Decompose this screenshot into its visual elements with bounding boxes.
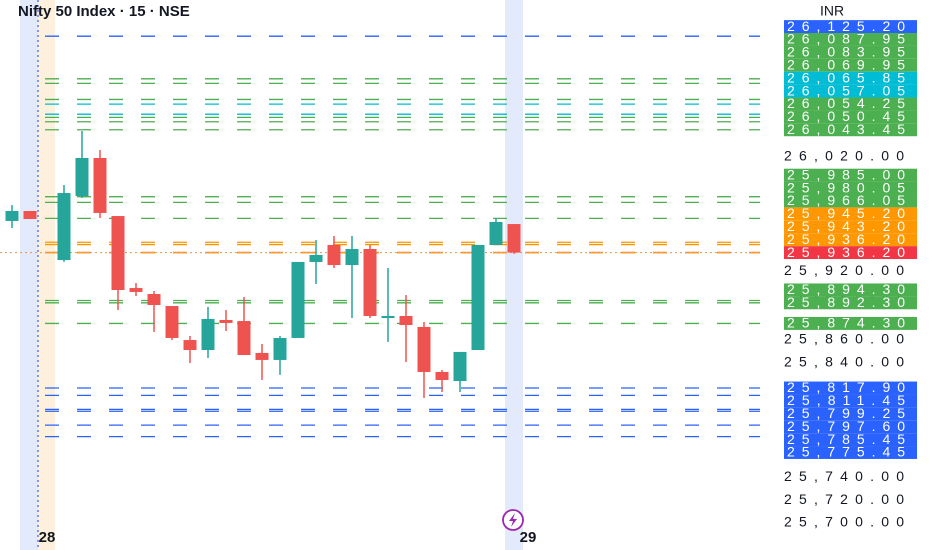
candle-body xyxy=(201,318,215,350)
level-labels: 26,125.2026,087.9526,083.9526,069.9526,0… xyxy=(784,18,917,460)
candle-body xyxy=(255,352,269,360)
level-label-bg xyxy=(784,45,917,59)
candle-body xyxy=(363,249,377,316)
session-band xyxy=(38,0,55,550)
session-band xyxy=(505,0,523,550)
candle-body xyxy=(489,221,503,246)
level-label-bg xyxy=(784,71,917,85)
level-label-bg xyxy=(784,233,917,247)
chart-title: Nifty 50 Index · 15 · NSE xyxy=(18,3,190,20)
level-label: 25,874.30 xyxy=(787,315,905,331)
level-label-bg xyxy=(784,84,917,98)
candle-body xyxy=(93,157,107,213)
candle-body xyxy=(129,288,143,292)
level-label-bg xyxy=(784,33,917,46)
x-tick-label: 29 xyxy=(520,529,537,546)
level-label-bg xyxy=(784,420,917,434)
level-label-bg xyxy=(784,97,917,111)
y-tick-label: 25,700.00 xyxy=(784,514,904,530)
level-label-bg xyxy=(784,407,917,421)
y-tick-label: 25,720.00 xyxy=(784,491,904,507)
candles xyxy=(5,130,521,398)
level-label: 25,892.30 xyxy=(787,294,905,310)
y-tick-label: 25,920.00 xyxy=(784,262,904,278)
level-label-bg xyxy=(784,220,917,234)
y-tick-label: 26,020.00 xyxy=(784,147,904,163)
level-label-bg xyxy=(784,446,917,459)
candle-body xyxy=(327,245,341,266)
candle-body xyxy=(273,337,287,360)
candle-body xyxy=(345,249,359,266)
candle-body xyxy=(183,340,197,350)
candle-body xyxy=(237,321,251,356)
level-label-bg xyxy=(784,181,917,195)
candle-body xyxy=(417,326,431,372)
candle-body xyxy=(381,315,395,319)
level-label: 25,936.20 xyxy=(787,231,905,247)
level-label-bg xyxy=(784,20,917,34)
level-label-bg xyxy=(784,110,917,124)
candle-body xyxy=(471,245,485,350)
candle-body xyxy=(147,294,161,305)
session-band xyxy=(20,0,38,550)
level-label-bg xyxy=(784,168,917,182)
y-tick-label: 25,840.00 xyxy=(784,353,904,369)
candle-body xyxy=(111,216,125,290)
candle-body xyxy=(291,261,305,338)
level-label: 26,043.45 xyxy=(787,121,905,137)
currency-label: INR xyxy=(820,3,844,19)
candle-body xyxy=(435,371,449,380)
level-label-bg xyxy=(784,283,917,297)
level-label-bg xyxy=(784,433,917,447)
level-label-bg xyxy=(784,246,917,260)
flash-icon-bolt[interactable] xyxy=(509,513,517,527)
y-tick-label: 25,860.00 xyxy=(784,331,904,347)
candle-body xyxy=(219,319,233,323)
level-label-bg xyxy=(784,207,917,221)
flash-icon[interactable] xyxy=(502,509,524,531)
candle-body xyxy=(453,351,467,382)
level-label-bg xyxy=(784,123,917,137)
candle-body xyxy=(309,254,323,262)
candle-body xyxy=(57,193,71,261)
level-label-bg xyxy=(784,394,917,408)
level-label-bg xyxy=(784,194,917,208)
candle-body xyxy=(165,306,179,338)
level-label-bg xyxy=(784,296,917,310)
candle-body xyxy=(23,211,37,220)
candle-body xyxy=(507,224,521,253)
level-label-bg xyxy=(784,316,917,330)
candle-body xyxy=(75,157,89,197)
candle-body xyxy=(5,211,19,221)
level-label-bg xyxy=(784,58,917,72)
level-label-bg xyxy=(784,381,917,395)
x-tick-label: 28 xyxy=(39,529,56,546)
candle-body xyxy=(399,315,413,326)
y-tick-label: 25,740.00 xyxy=(784,468,904,484)
level-label: 25,775.45 xyxy=(787,444,905,460)
